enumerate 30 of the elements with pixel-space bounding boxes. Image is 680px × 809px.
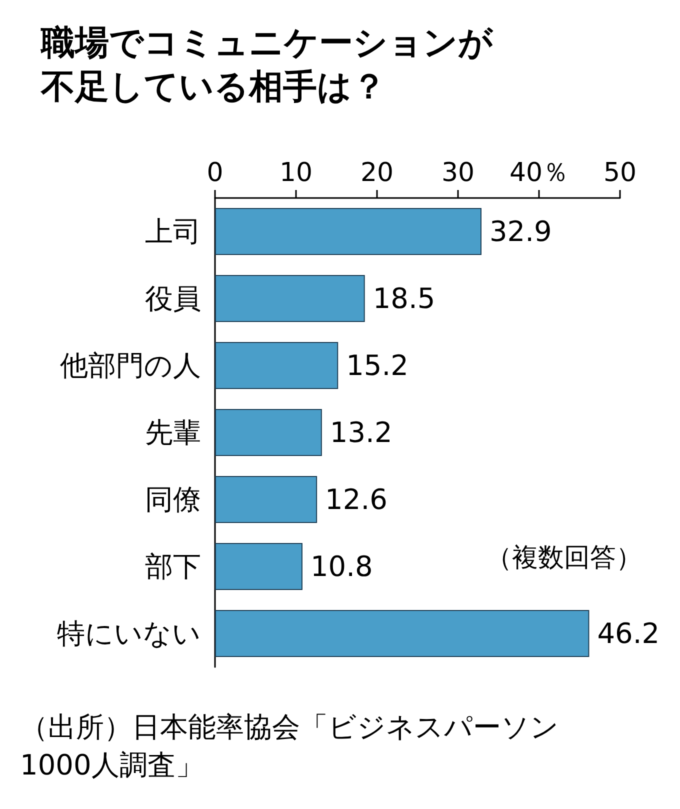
y-tick-label: 上司 xyxy=(145,215,201,248)
data-label: 18.5 xyxy=(372,282,436,315)
text: （出所）日本能率協会「ビジネスパーソン1000人調査」 xyxy=(20,710,559,782)
bar xyxy=(215,543,302,590)
data-label: 46.2 xyxy=(597,617,660,650)
chart-title: 職場でコミュニケーションが不足している相手は？ xyxy=(40,23,494,107)
bar xyxy=(215,409,322,456)
data-label: 15.2 xyxy=(346,349,408,382)
annotation: （複数回答） xyxy=(486,543,642,573)
bar xyxy=(215,342,338,389)
y-tick-label: 役員 xyxy=(145,282,201,315)
data-label: 10.8 xyxy=(310,550,373,583)
y-tick-label: 他部門の人 xyxy=(60,349,201,382)
x-tick-label: 10 xyxy=(279,158,313,188)
y-tick-label: 同僚 xyxy=(145,483,201,516)
y-tick-label: 特にいない xyxy=(57,617,201,650)
y-tick-label: 部下 xyxy=(145,550,201,583)
bar xyxy=(215,610,590,657)
x-tick-label: 40％ xyxy=(509,158,569,188)
bar xyxy=(215,476,318,523)
y-tick-label: 先輩 xyxy=(145,416,201,449)
x-tick-label: 50 xyxy=(603,158,637,188)
x-tick-label: 20 xyxy=(360,158,394,188)
bar xyxy=(215,208,482,255)
x-tick-label: 0 xyxy=(206,158,224,188)
bar xyxy=(215,275,365,322)
data-label: 12.6 xyxy=(325,483,388,516)
x-tick-label: 30 xyxy=(441,158,475,188)
data-label: 13.2 xyxy=(330,416,392,449)
data-label: 32.9 xyxy=(489,215,552,248)
